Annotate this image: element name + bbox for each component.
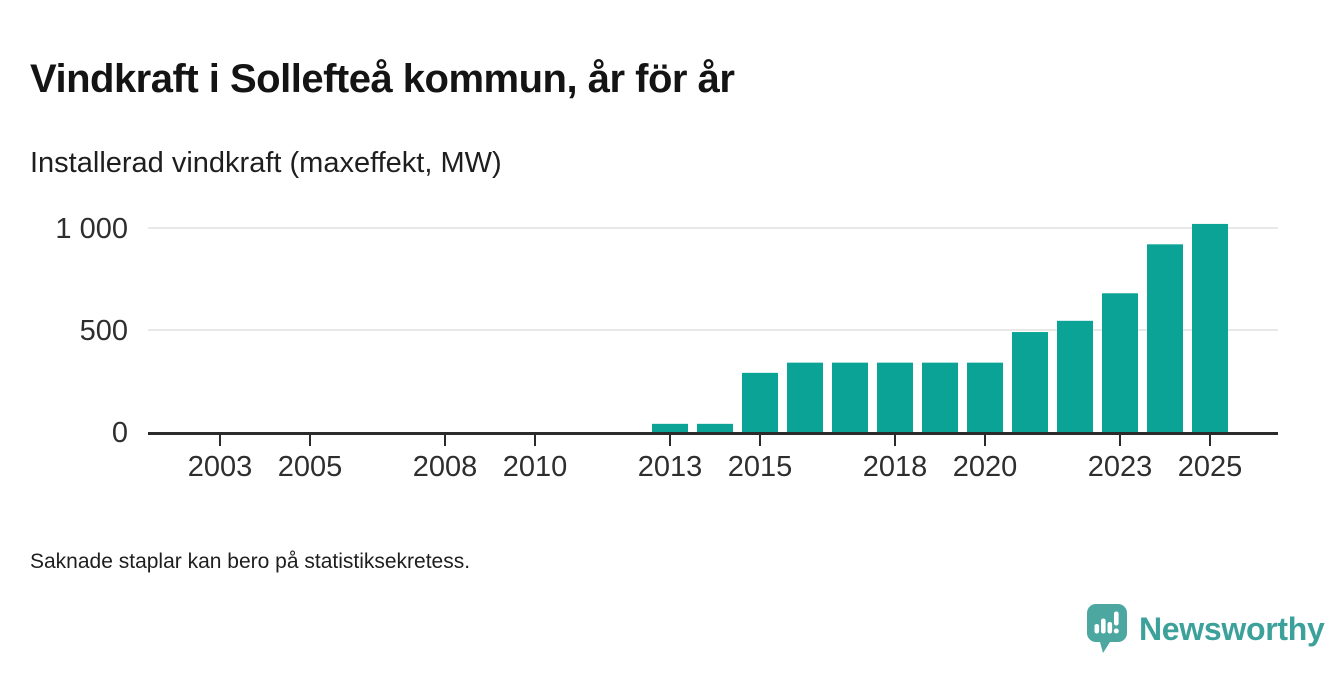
x-axis-label-2023: 2023 — [1088, 451, 1153, 483]
logo-speech-bubble — [1087, 604, 1127, 653]
bar-2025 — [1192, 223, 1228, 432]
x-axis-label-2013: 2013 — [638, 451, 703, 483]
chart-subtitle: Installerad vindkraft (maxeffekt, MW) — [30, 147, 502, 180]
newsworthy-branding: Newsworthy — [1086, 603, 1325, 655]
logo-bar-medium — [1107, 622, 1113, 634]
x-axis-label-2003: 2003 — [188, 451, 253, 483]
newsworthy-wordmark: Newsworthy — [1139, 610, 1325, 647]
bar-2020 — [967, 362, 1003, 432]
y-axis-label-500: 500 — [80, 315, 128, 347]
bar-2014 — [697, 423, 733, 432]
y-axis-label-1000: 1 000 — [55, 213, 128, 245]
bar-2018 — [877, 362, 913, 432]
bar-2022 — [1057, 320, 1093, 432]
x-axis-label-2015: 2015 — [728, 451, 793, 483]
newsworthy-logo-icon — [1087, 604, 1127, 653]
y-axis-label-0: 0 — [112, 417, 128, 449]
bar-2015 — [742, 372, 778, 432]
chart-title: Vindkraft i Sollefteå kommun, år för år — [30, 56, 735, 101]
x-axis-label-2025: 2025 — [1178, 451, 1243, 483]
chart-footnote: Saknade staplar kan bero på statistiksek… — [30, 550, 471, 573]
bar-2017 — [832, 362, 868, 432]
x-axis-label-2020: 2020 — [953, 451, 1018, 483]
logo-bar-small — [1094, 624, 1100, 634]
bar-2021 — [1012, 332, 1048, 432]
logo-exclamation-dot — [1113, 628, 1119, 634]
bar-2016 — [787, 362, 823, 432]
logo-exclamation-stroke — [1114, 611, 1119, 626]
x-axis-label-2010: 2010 — [503, 451, 568, 483]
x-axis-label-2008: 2008 — [413, 451, 478, 483]
bar-2013 — [652, 423, 688, 432]
x-axis-label-2005: 2005 — [278, 451, 343, 483]
bar-2023 — [1102, 293, 1138, 432]
x-axis-label-2018: 2018 — [863, 451, 928, 483]
bar-2024 — [1147, 244, 1183, 432]
logo-bar-tall — [1101, 618, 1106, 634]
bar-2019 — [922, 362, 958, 432]
